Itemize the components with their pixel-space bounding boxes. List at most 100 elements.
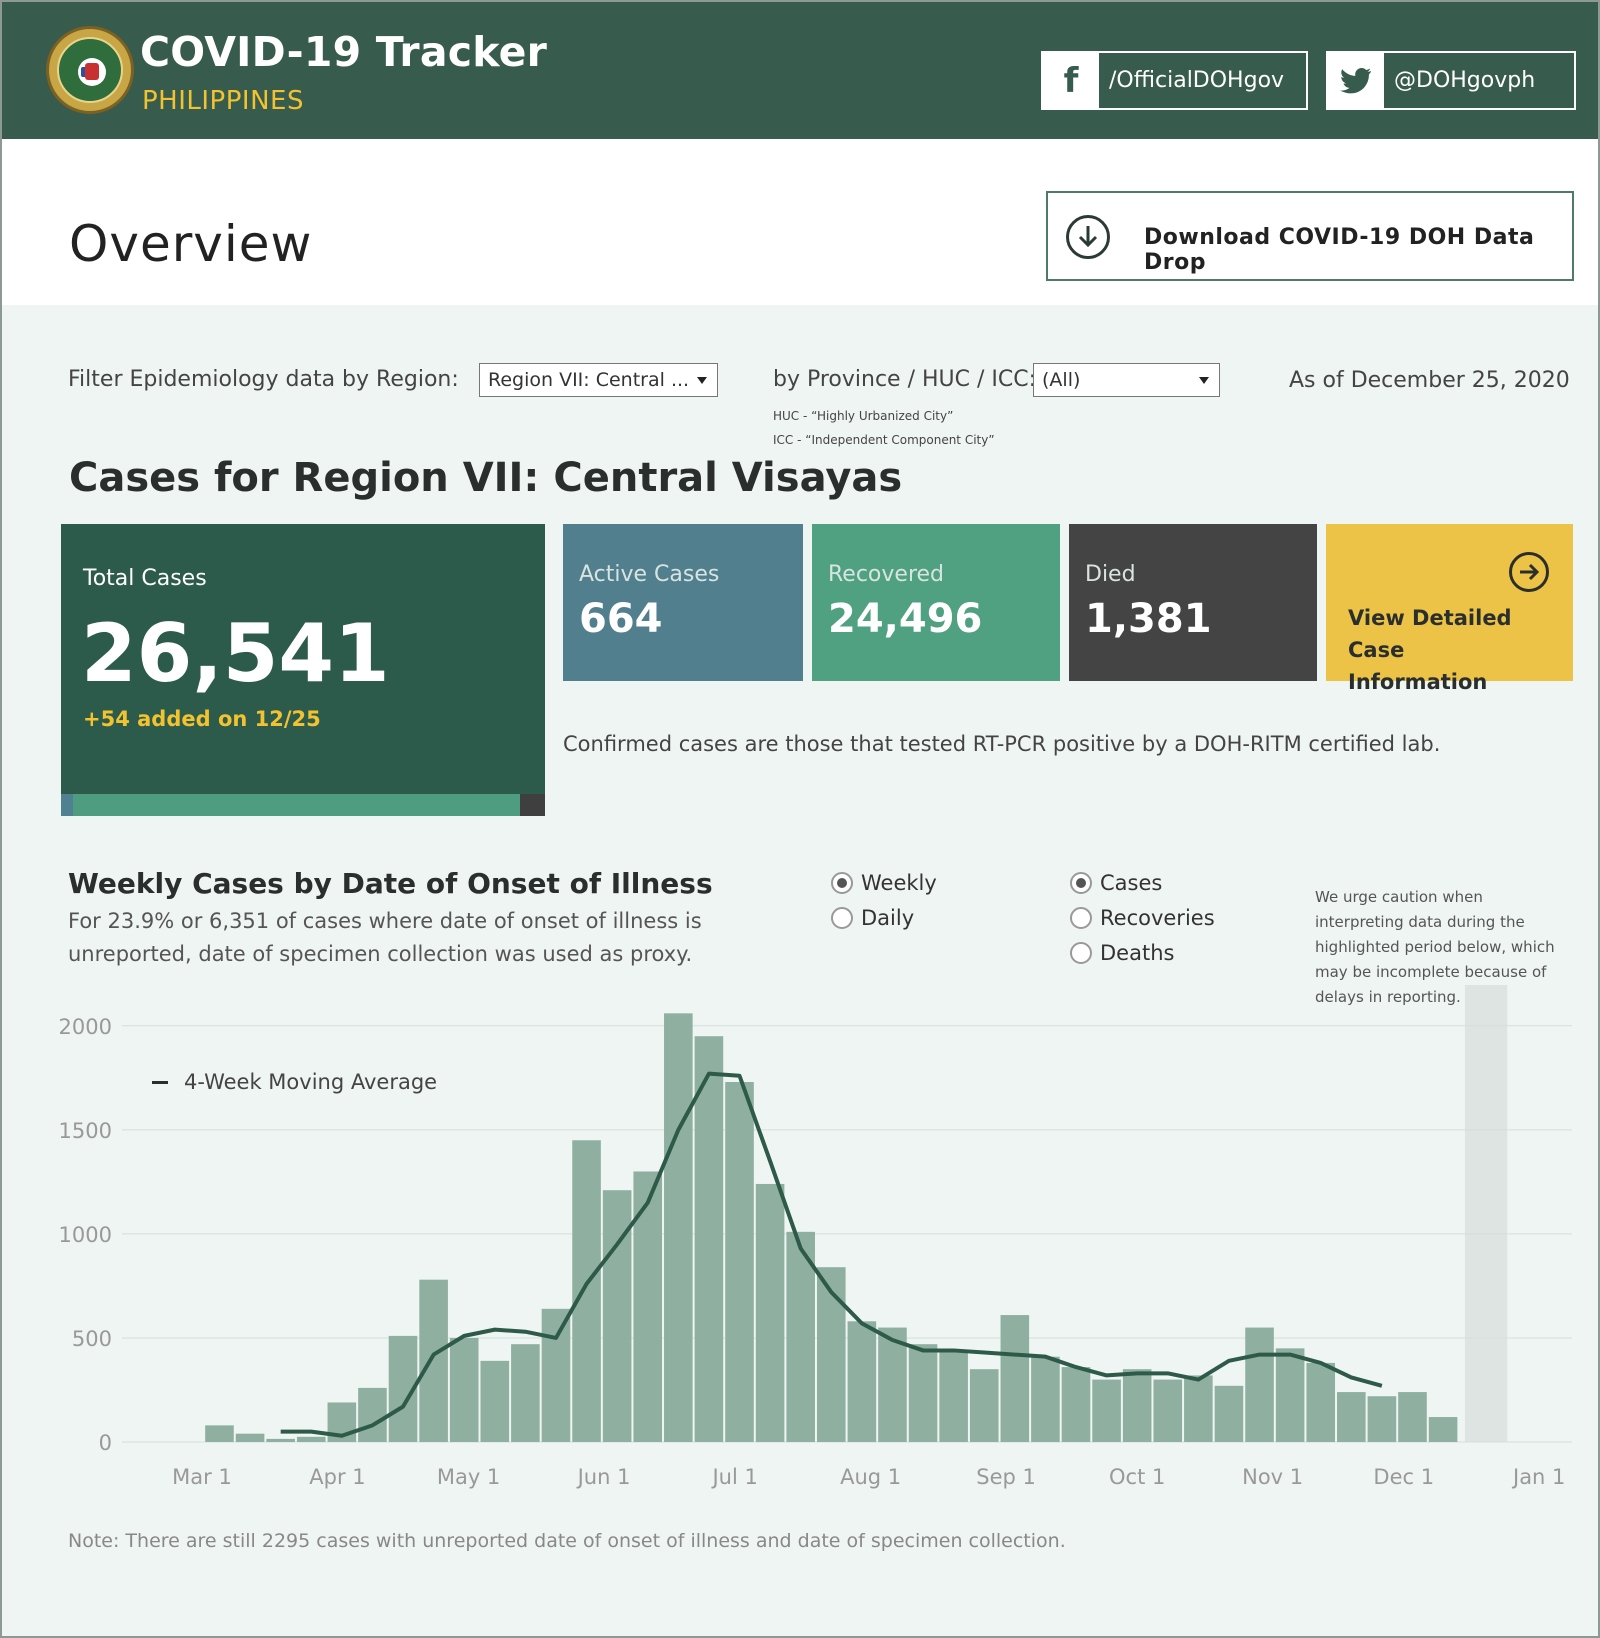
recovered-share-bar [73,794,520,816]
app-title: COVID-19 Tracker [140,28,548,76]
weekly-cases-bar [816,1267,846,1442]
dropdown-arrow-icon [697,377,707,384]
weekly-cases-bar [633,1171,663,1442]
x-tick-label: Jun 1 [576,1465,631,1489]
weekly-chart-title: Weekly Cases by Date of Onset of Illness [68,867,713,900]
weekly-cases-bar [1153,1379,1183,1442]
download-data-drop-button[interactable]: Download COVID-19 DOH Data Drop [1046,191,1574,281]
radio-selected-icon [831,872,853,894]
caution-note: We urge caution when interpreting data d… [1315,888,1555,1006]
weekly-cases-bar [847,1321,877,1442]
chart-svg: 0 500 1000 1500 2000 Mar 1 Apr 1 May 1 Jun 1 Jul … [59,985,1572,1489]
radio-unselected-icon [1070,907,1092,929]
radio-deaths-label: Deaths [1100,941,1175,965]
region-select[interactable]: Region VII: Central ... [479,363,718,397]
active-cases-value: 664 [579,596,663,642]
content-area: Filter Epidemiology data by Region: Regi… [2,305,1598,1636]
x-tick-label: Aug 1 [840,1465,901,1489]
y-tick-label: 2000 [59,1015,112,1039]
weekly-cases-bar [511,1344,540,1442]
died-value: 1,381 [1085,596,1212,642]
weekly-cases-chart: 0 500 1000 1500 2000 Mar 1 Apr 1 May 1 Jun 1 Jul … [2,985,1598,1515]
y-tick-label: 500 [72,1327,112,1351]
view-detailed-label: View Detailed Case Information [1348,606,1512,694]
radio-cases-label: Cases [1100,871,1163,895]
x-tick-label: Sep 1 [976,1465,1036,1489]
province-filter-label: by Province / HUC / ICC: [773,367,1037,392]
x-tick-label: Apr 1 [309,1465,365,1489]
radio-cases[interactable]: Cases [1070,871,1162,895]
radio-deaths[interactable]: Deaths [1070,941,1174,965]
died-label: Died [1085,562,1136,587]
active-share-bar [61,794,73,816]
icc-note: ICC - “Independent Component City” [773,433,995,447]
recovered-label: Recovered [828,562,945,587]
radio-unselected-icon [831,907,853,929]
x-tick-label: May 1 [437,1465,500,1489]
facebook-icon: f [1043,53,1099,108]
total-cases-added: +54 added on 12/25 [83,707,321,731]
weekly-cases-bar [1428,1417,1458,1442]
incomplete-period-highlight [1464,985,1508,1442]
radio-weekly-label: Weekly [861,871,937,895]
weekly-cases-bar [755,1183,785,1442]
weekly-cases-bar [694,1036,724,1442]
weekly-cases-bar [786,1231,815,1442]
twitter-link[interactable]: @DOHgovph [1326,51,1576,110]
chart-footnote: Note: There are still 2295 cases with un… [68,1530,1066,1552]
x-tick-label: Dec 1 [1373,1465,1434,1489]
chart-legend: 4-Week Moving Average [152,1070,437,1094]
facebook-handle: /OfficialDOHgov [1109,68,1285,93]
y-tick-label: 1000 [59,1223,112,1247]
region-title: Cases for Region VII: Central Visayas [69,455,903,501]
weekly-cases-bar [939,1352,968,1442]
radio-daily[interactable]: Daily [831,906,914,930]
weekly-chart-description: For 23.9% or 6,351 of cases where date o… [68,909,702,966]
weekly-cases-bar [480,1360,510,1442]
recovered-value: 24,496 [828,596,983,642]
active-cases-label: Active Cases [579,562,720,587]
x-tick-label: Mar 1 [172,1465,232,1489]
weekly-cases-bar [1122,1369,1152,1442]
weekly-cases-bar [296,1436,326,1442]
weekly-cases-bar [1184,1375,1213,1442]
facebook-link[interactable]: f /OfficialDOHgov [1041,51,1308,110]
download-icon [1066,215,1110,259]
radio-daily-label: Daily [861,906,915,930]
legend-label: 4-Week Moving Average [184,1070,438,1094]
weekly-cases-bar [1367,1396,1397,1442]
weekly-cases-bar [664,1013,693,1442]
page-title: Overview [69,215,313,273]
y-tick-label: 0 [99,1431,112,1455]
weekly-cases-bar [419,1279,448,1442]
province-select-value: (All) [1042,369,1081,391]
weekly-cases-bar [725,1081,754,1442]
radio-recoveries[interactable]: Recoveries [1070,906,1215,930]
twitter-icon [1328,53,1384,108]
weekly-cases-bar [1061,1367,1091,1442]
x-tick-label: Jan 1 [1511,1465,1565,1489]
region-select-value: Region VII: Central ... [488,369,690,391]
weekly-cases-bar [572,1140,601,1442]
weekly-cases-bar [205,1425,234,1442]
dropdown-arrow-icon [1199,377,1209,384]
radio-selected-icon [1070,872,1092,894]
region-filter-label: Filter Epidemiology data by Region: [68,367,459,392]
weekly-cases-bar [449,1337,479,1442]
total-cases-label: Total Cases [83,566,207,591]
weekly-cases-bar [235,1433,265,1442]
province-select[interactable]: (All) [1033,363,1220,397]
y-tick-label: 1500 [59,1119,112,1143]
weekly-cases-bar [878,1327,907,1442]
view-detailed-case-button[interactable]: View Detailed Case Information [1326,524,1573,694]
active-cases-card: Active Cases 664 [563,524,803,681]
total-cases-card: Total Cases 26,541 +54 added on 12/25 [61,524,545,816]
weekly-cases-bar [969,1369,999,1442]
huc-note: HUC - “Highly Urbanized City” [773,409,954,423]
weekly-cases-bar [1092,1379,1121,1442]
weekly-cases-bar [1000,1315,1030,1442]
app-subtitle: PHILIPPINES [142,86,304,116]
radio-weekly[interactable]: Weekly [831,871,937,895]
x-tick-label: Oct 1 [1109,1465,1165,1489]
